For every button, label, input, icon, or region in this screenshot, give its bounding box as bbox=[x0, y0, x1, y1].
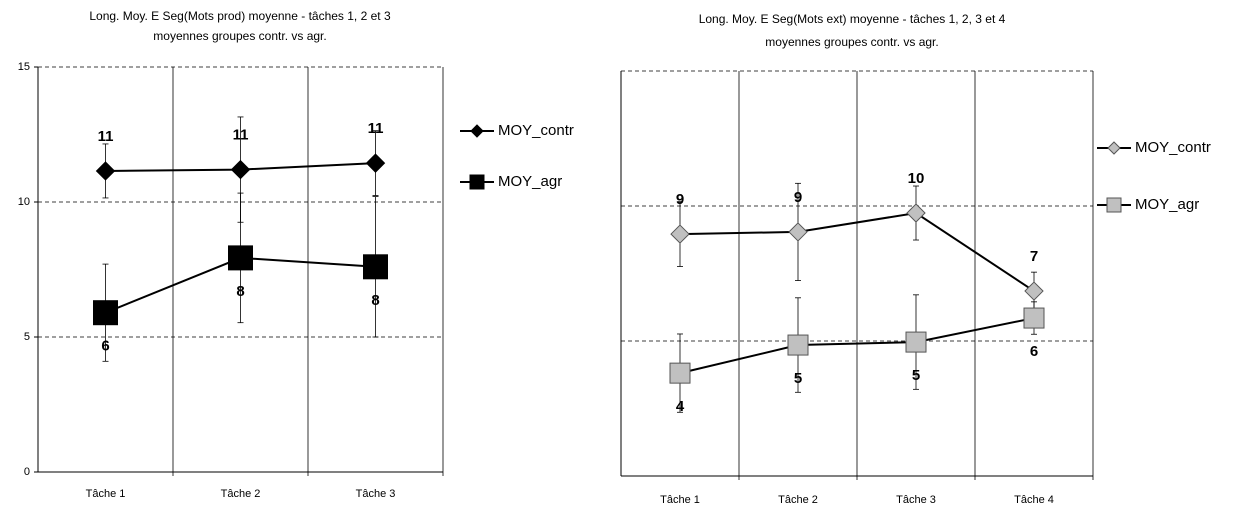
legend-marker bbox=[470, 124, 484, 138]
legend-label: MOY_agr bbox=[1135, 196, 1199, 213]
marker bbox=[788, 222, 808, 242]
chart-title: Long. Moy. E Seg(Mots ext) moyenne - tâc… bbox=[699, 12, 1006, 26]
legend-marker bbox=[1106, 197, 1122, 213]
chart-title: moyennes groupes contr. vs agr. bbox=[153, 29, 326, 43]
marker bbox=[228, 245, 253, 271]
data-label: 6 bbox=[1030, 343, 1038, 360]
legend-marker bbox=[1107, 141, 1121, 155]
marker bbox=[363, 254, 388, 280]
data-label: 9 bbox=[676, 191, 684, 208]
series-line bbox=[679, 211, 1035, 292]
x-tick-label: Tâche 3 bbox=[356, 488, 396, 500]
marker bbox=[669, 362, 691, 384]
x-tick-label: Tâche 4 bbox=[1014, 494, 1054, 506]
series-line bbox=[679, 317, 1035, 375]
data-label: 10 bbox=[908, 170, 925, 187]
y-tick-label: 10 bbox=[18, 196, 30, 208]
marker bbox=[230, 159, 251, 180]
legend-marker bbox=[469, 174, 485, 190]
marker bbox=[95, 161, 116, 181]
data-label: 4 bbox=[676, 398, 685, 415]
data-label: 8 bbox=[371, 292, 379, 309]
x-tick-label: Tâche 3 bbox=[896, 494, 936, 506]
marker bbox=[787, 334, 809, 356]
data-label: 5 bbox=[794, 370, 802, 387]
legend-label: MOY_agr bbox=[498, 173, 562, 190]
x-tick-label: Tâche 2 bbox=[778, 494, 818, 506]
chart-title: moyennes groupes contr. vs agr. bbox=[765, 35, 938, 49]
chart-title: Long. Moy. E Seg(Mots prod) moyenne - tâ… bbox=[89, 9, 391, 23]
data-label: 8 bbox=[236, 283, 244, 300]
marker bbox=[1024, 281, 1044, 301]
y-tick-label: 5 bbox=[24, 331, 30, 343]
marker bbox=[93, 300, 118, 326]
data-label: 11 bbox=[368, 120, 384, 137]
legend-label: MOY_contr bbox=[498, 122, 574, 139]
y-tick-label: 15 bbox=[18, 61, 30, 73]
x-tick-label: Tâche 1 bbox=[86, 488, 126, 500]
data-label: 9 bbox=[794, 189, 802, 206]
marker bbox=[365, 153, 386, 173]
data-label: 5 bbox=[912, 367, 920, 384]
y-tick-label: 0 bbox=[24, 466, 30, 478]
marker bbox=[670, 224, 690, 244]
marker bbox=[905, 331, 927, 353]
data-label: 6 bbox=[101, 338, 109, 355]
legend-label: MOY_contr bbox=[1135, 139, 1211, 156]
data-label: 11 bbox=[233, 127, 249, 144]
marker bbox=[906, 203, 926, 223]
data-label: 7 bbox=[1030, 248, 1038, 265]
x-tick-label: Tâche 1 bbox=[660, 494, 700, 506]
data-label: 11 bbox=[98, 128, 114, 145]
marker bbox=[1023, 307, 1045, 329]
x-tick-label: Tâche 2 bbox=[221, 488, 261, 500]
